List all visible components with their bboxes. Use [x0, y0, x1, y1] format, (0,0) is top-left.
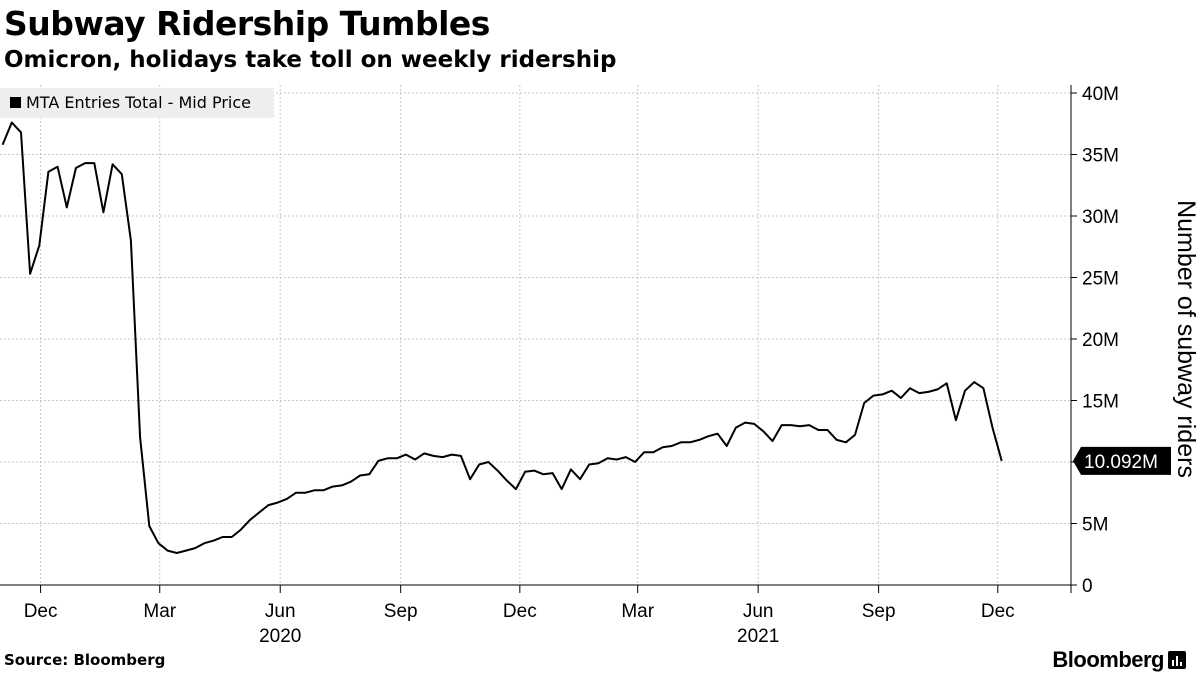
legend-swatch: [10, 97, 21, 108]
source-note: Source: Bloomberg: [4, 651, 166, 669]
x-year-label: 2020: [259, 626, 301, 647]
x-tick-label: Sep: [862, 601, 896, 622]
chart-title: Subway Ridership Tumbles: [4, 4, 490, 43]
x-tick-label: Dec: [981, 601, 1015, 622]
y-tick-label: 30M: [1082, 207, 1119, 228]
series-line: [1, 121, 1003, 554]
legend-box: [0, 88, 274, 118]
y-tick-label: 25M: [1082, 269, 1119, 290]
x-tick-label: Mar: [143, 601, 176, 622]
chart-subtitle: Omicron, holidays take toll on weekly ri…: [4, 47, 617, 73]
y-tick-label: 40M: [1082, 84, 1119, 105]
brand-logo: Bloomberg: [1052, 647, 1164, 672]
legend-label: MTA Entries Total - Mid Price: [26, 93, 251, 112]
x-tick-label: Dec: [503, 601, 537, 622]
x-year-label: 2021: [737, 626, 779, 647]
y-axis-title: Number of subway riders: [1172, 200, 1200, 478]
x-tick-label: Sep: [384, 601, 418, 622]
y-tick-label: 5M: [1082, 515, 1108, 536]
x-tick-label: Jun: [743, 601, 774, 622]
y-tick-label: 20M: [1082, 330, 1119, 351]
x-tick-label: Mar: [621, 601, 654, 622]
x-tick-label: Dec: [24, 601, 58, 622]
last-value-tag: [1073, 446, 1171, 475]
last-value-label: 10.092M: [1084, 452, 1158, 473]
bloomberg-terminal-icon: [1168, 651, 1186, 669]
x-tick-label: Jun: [265, 601, 296, 622]
y-tick-label: 35M: [1082, 146, 1119, 167]
y-tick-label: 0: [1082, 576, 1093, 597]
y-tick-label: 15M: [1082, 392, 1119, 413]
